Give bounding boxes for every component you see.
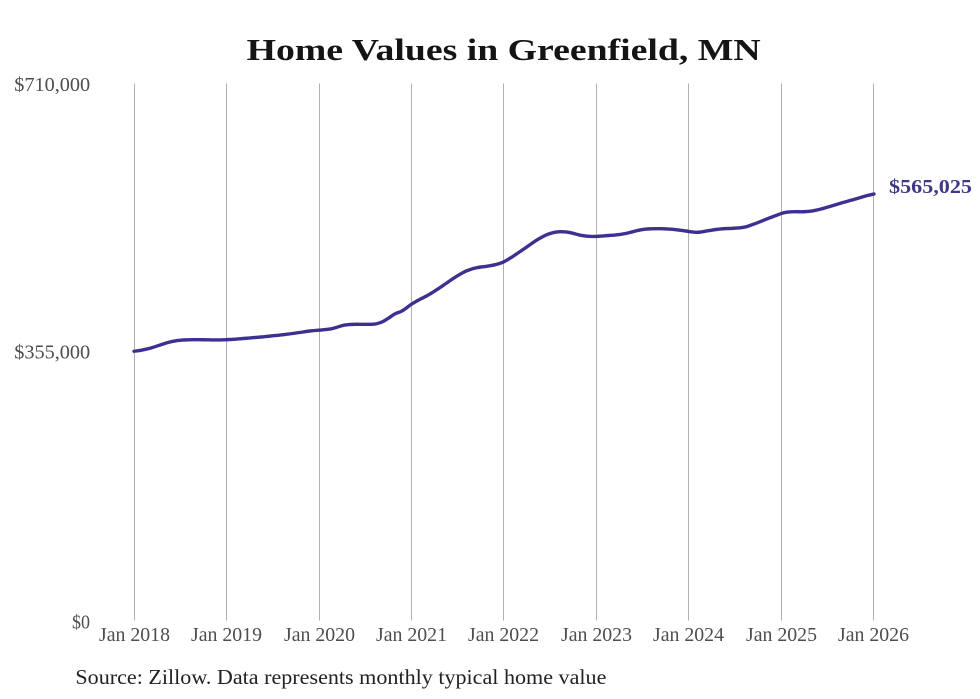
svg-text:$565,025: $565,025 [889, 176, 972, 198]
svg-text:Jan 2018: Jan 2018 [99, 624, 170, 646]
svg-text:$0: $0 [72, 612, 90, 634]
svg-text:$710,000: $710,000 [14, 74, 90, 96]
svg-text:Jan 2024: Jan 2024 [653, 624, 724, 646]
svg-text:Jan 2026: Jan 2026 [838, 624, 909, 646]
svg-text:$355,000: $355,000 [14, 342, 90, 364]
svg-text:Home Values in Greenfield, MN: Home Values in Greenfield, MN [247, 32, 761, 67]
svg-text:Jan 2023: Jan 2023 [561, 624, 632, 646]
svg-text:Jan 2021: Jan 2021 [376, 624, 447, 646]
svg-text:Jan 2022: Jan 2022 [468, 624, 539, 646]
svg-text:Jan 2020: Jan 2020 [284, 624, 355, 646]
svg-text:Source: Zillow. Data represent: Source: Zillow. Data represents monthly … [75, 665, 606, 689]
svg-text:Jan 2025: Jan 2025 [746, 624, 817, 646]
svg-text:Jan 2019: Jan 2019 [191, 624, 262, 646]
